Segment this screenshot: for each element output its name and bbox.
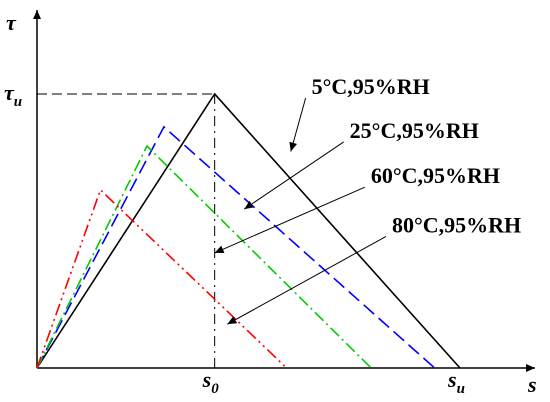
annotation-leader-1 — [243, 141, 344, 210]
series-annotations: 5°C,95%RH 25°C,95%RH 60°C,95%RH 80°C,95%RH — [214, 74, 521, 325]
series-line-3 — [36, 188, 288, 369]
annotation-label-1: 25°C,95%RH — [350, 118, 479, 143]
x-axis-title: s — [527, 372, 537, 397]
tick-labels: τu s0 su — [4, 80, 465, 397]
annotation-label-2: 60°C,95%RH — [371, 163, 500, 188]
y-tick-label-0: τu — [4, 80, 22, 110]
series-line-2 — [36, 144, 372, 369]
annotation-leader-0 — [289, 97, 307, 152]
series-line-1 — [36, 125, 436, 369]
annotation-label-0: 5°C,95%RH — [312, 74, 430, 99]
annotation-leader-3 — [227, 236, 387, 325]
y-axis-title: τ — [6, 10, 17, 35]
series-line-0 — [36, 92, 461, 369]
series-lines — [36, 92, 461, 369]
peak-guide-lines — [37, 93, 216, 368]
annotation-label-3: 80°C,95%RH — [392, 212, 521, 237]
x-tick-label-0: s0 — [202, 367, 220, 397]
x-tick-label-1: su — [447, 367, 465, 397]
annotation-leader-2 — [214, 186, 366, 254]
